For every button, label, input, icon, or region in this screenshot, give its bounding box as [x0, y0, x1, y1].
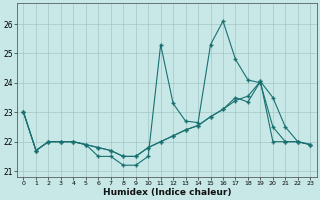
X-axis label: Humidex (Indice chaleur): Humidex (Indice chaleur) [103, 188, 231, 197]
